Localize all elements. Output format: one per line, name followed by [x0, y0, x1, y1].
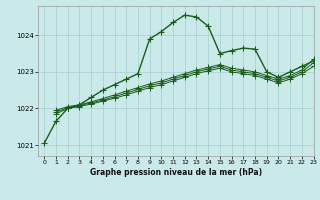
X-axis label: Graphe pression niveau de la mer (hPa): Graphe pression niveau de la mer (hPa): [90, 168, 262, 177]
